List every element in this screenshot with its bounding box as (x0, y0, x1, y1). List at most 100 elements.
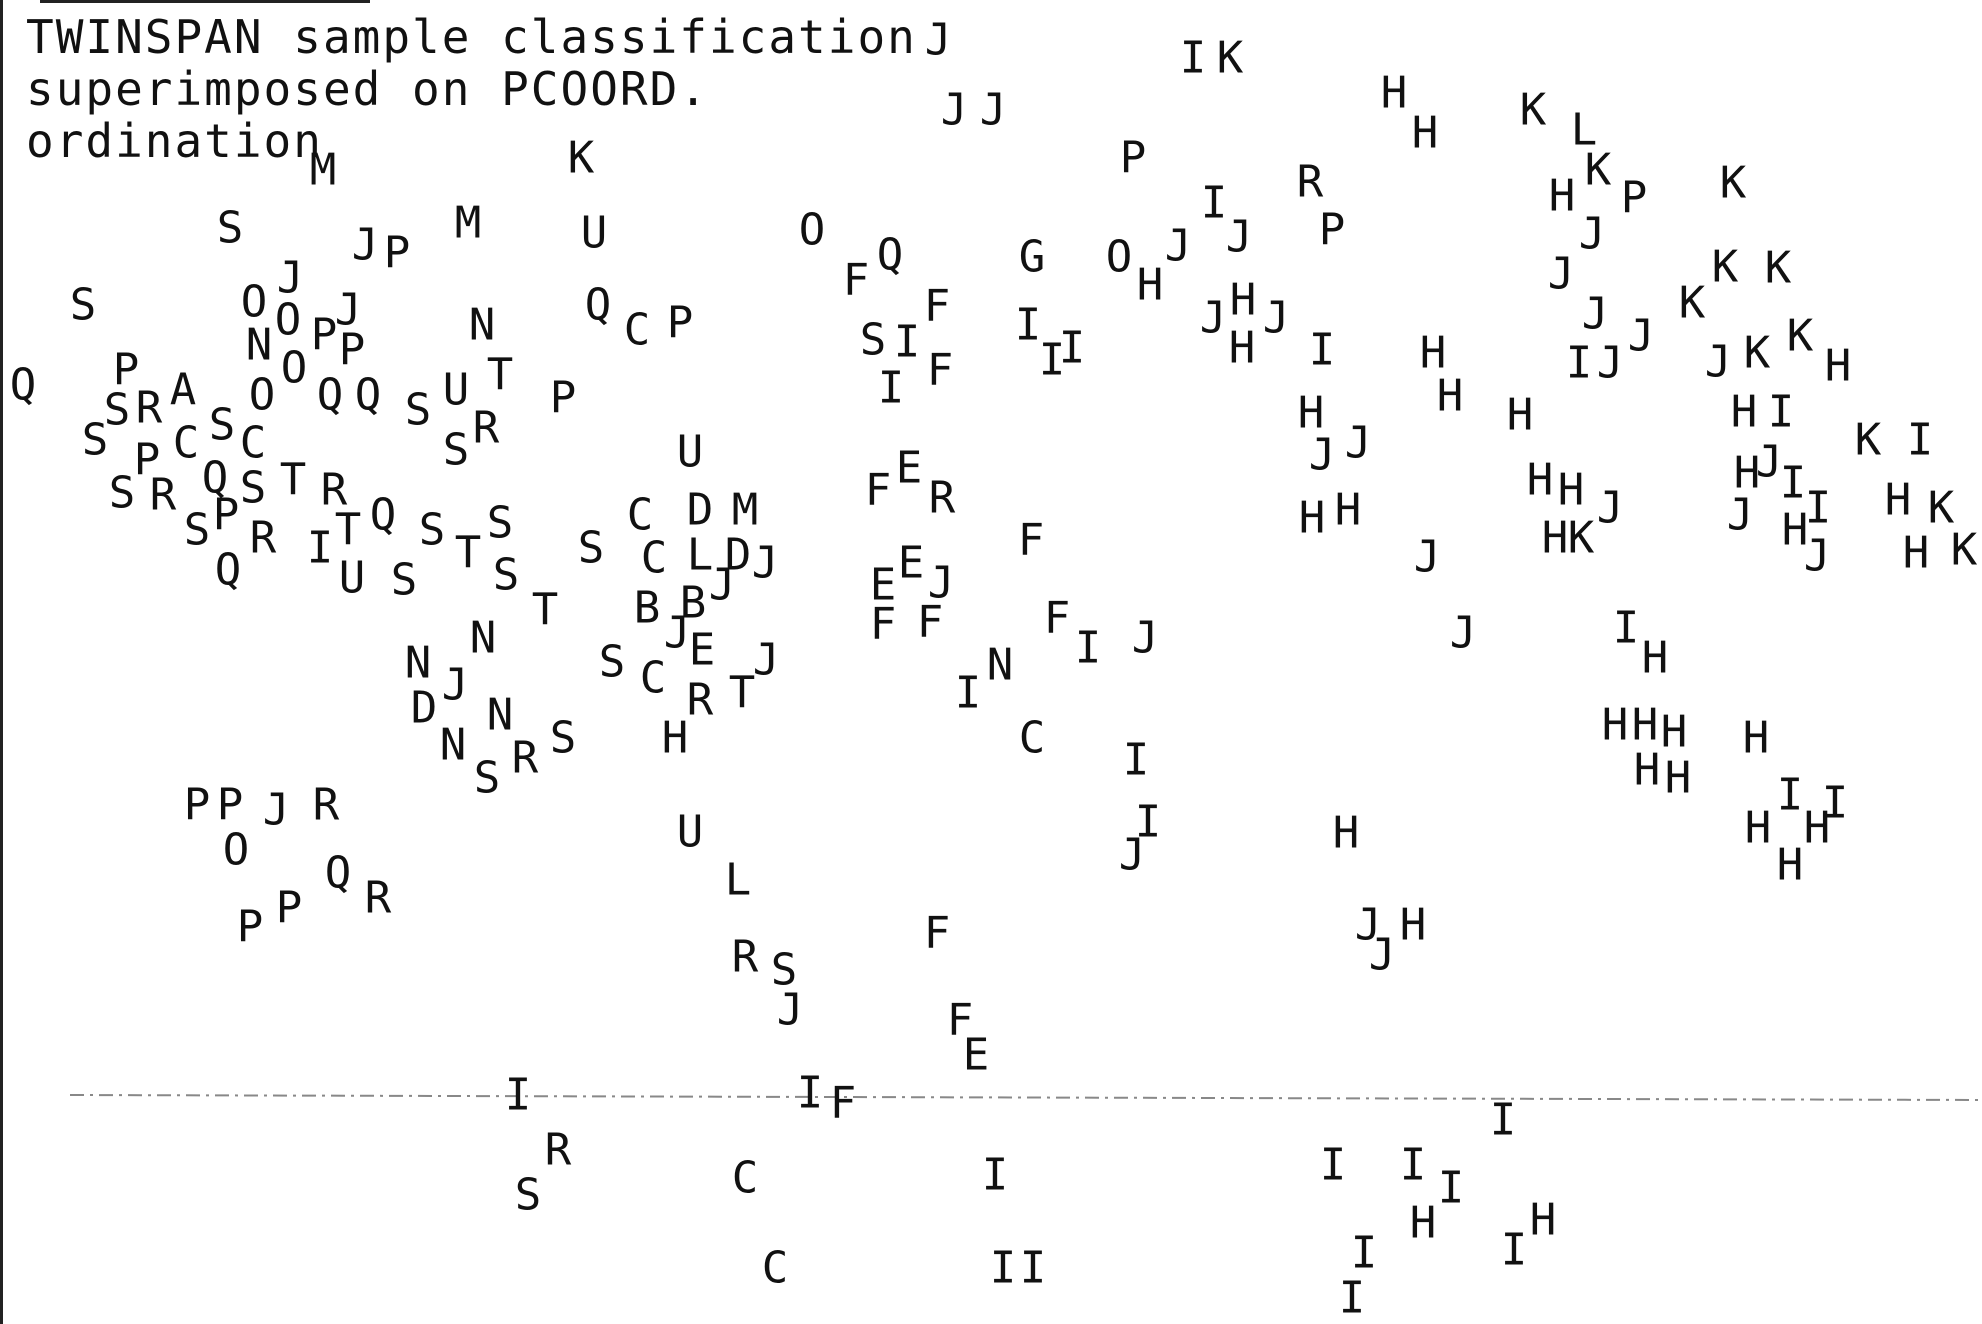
point-label-172: S (443, 425, 470, 476)
point-label-190: J (664, 608, 691, 659)
point-label-226: C (732, 1153, 759, 1204)
point-label-212: Q (325, 848, 352, 899)
point-label-96: N (987, 640, 1014, 691)
point-label-8: L (1571, 105, 1598, 156)
point-label-208: P (217, 780, 244, 831)
point-label-142: Q (370, 490, 397, 541)
point-label-68: H (1527, 455, 1554, 506)
point-label-136: S (184, 505, 211, 556)
point-label-7: K (1520, 85, 1547, 136)
point-label-76: S (860, 315, 887, 366)
point-label-1: I (1180, 33, 1207, 84)
point-label-116: F (924, 908, 951, 959)
point-label-56: I (1059, 323, 1086, 374)
point-label-0: J (925, 15, 952, 66)
point-label-217: L (725, 855, 752, 906)
point-label-17: P (1319, 205, 1346, 256)
point-label-64: H (1507, 390, 1534, 441)
figure-frame-left (0, 0, 3, 1324)
point-label-24: J (1628, 311, 1655, 362)
point-label-60: H (1229, 323, 1256, 374)
point-label-74: K (1568, 513, 1595, 564)
point-label-232: I (1320, 1140, 1347, 1191)
point-label-193: C (640, 653, 667, 704)
point-label-238: I (1501, 1225, 1528, 1276)
figure-frame-top (40, 0, 370, 3)
point-label-224: S (515, 1170, 542, 1221)
point-label-228: C (762, 1243, 789, 1294)
point-label-121: P (113, 345, 140, 396)
point-label-138: R (250, 513, 277, 564)
point-label-178: U (677, 427, 704, 478)
point-label-201: N (487, 690, 514, 741)
point-label-120: S (70, 280, 97, 331)
point-label-10: R (1297, 157, 1324, 208)
point-label-221: I (505, 1070, 532, 1121)
point-label-151: M (455, 198, 482, 249)
point-label-204: R (512, 733, 539, 784)
point-label-75: J (1414, 532, 1441, 583)
point-label-171: N (469, 300, 496, 351)
point-label-155: P (384, 228, 411, 279)
point-label-233: I (1400, 1140, 1427, 1191)
point-label-19: J (1548, 249, 1575, 300)
point-label-153: S (217, 203, 244, 254)
point-label-28: K (1744, 328, 1771, 379)
point-label-66: J (1309, 430, 1336, 481)
point-label-119: Q (10, 360, 37, 411)
point-label-16: J (1226, 212, 1253, 263)
faint-dashed-line (69, 1094, 1981, 1101)
point-label-214: P (237, 902, 264, 953)
point-label-165: O (249, 370, 276, 421)
point-label-131: R (150, 470, 177, 521)
point-label-98: I (1123, 735, 1150, 786)
point-label-38: J (1727, 490, 1754, 541)
point-label-133: S (240, 463, 267, 514)
point-label-14: K (1720, 158, 1747, 209)
point-label-93: I (1613, 603, 1640, 654)
point-label-13: P (1621, 173, 1648, 224)
point-label-67: J (1345, 418, 1372, 469)
point-label-216: U (677, 807, 704, 858)
point-label-81: E (896, 443, 923, 494)
point-label-123: R (136, 383, 163, 434)
point-label-129: C (240, 418, 267, 469)
point-label-106: I (1822, 778, 1849, 829)
point-label-185: D (725, 530, 752, 581)
point-label-88: F (917, 597, 944, 648)
point-label-156: U (581, 208, 608, 259)
point-label-215: P (276, 883, 303, 934)
point-label-196: J (753, 635, 780, 686)
point-label-230: I (1020, 1243, 1047, 1294)
point-label-199: J (442, 660, 469, 711)
caption-line-3: ordination (26, 114, 323, 168)
point-label-163: N (246, 320, 273, 371)
point-label-70: J (1597, 483, 1624, 534)
point-label-146: T (455, 528, 482, 579)
point-label-72: H (1335, 485, 1362, 536)
point-label-100: H (1632, 700, 1659, 751)
point-label-108: H (1804, 803, 1831, 854)
point-label-63: H (1437, 371, 1464, 422)
point-label-50: O (1106, 232, 1133, 283)
point-label-40: I (1805, 483, 1832, 534)
point-label-49: G (1019, 232, 1046, 283)
point-label-25: I (1566, 338, 1593, 389)
point-label-109: H (1777, 840, 1804, 891)
point-label-21: K (1765, 243, 1792, 294)
point-label-181: M (732, 485, 759, 536)
point-label-211: O (223, 825, 250, 876)
point-label-168: S (405, 385, 432, 436)
point-label-205: S (550, 713, 577, 764)
point-label-231: I (1490, 1095, 1517, 1146)
point-label-73: H (1542, 513, 1569, 564)
point-label-191: E (689, 625, 716, 676)
point-label-62: H (1420, 328, 1447, 379)
point-label-107: H (1745, 803, 1772, 854)
point-label-200: D (411, 683, 438, 734)
point-label-202: N (440, 720, 467, 771)
point-label-101: H (1661, 707, 1688, 758)
point-label-169: U (443, 365, 470, 416)
point-label-82: R (929, 473, 956, 524)
